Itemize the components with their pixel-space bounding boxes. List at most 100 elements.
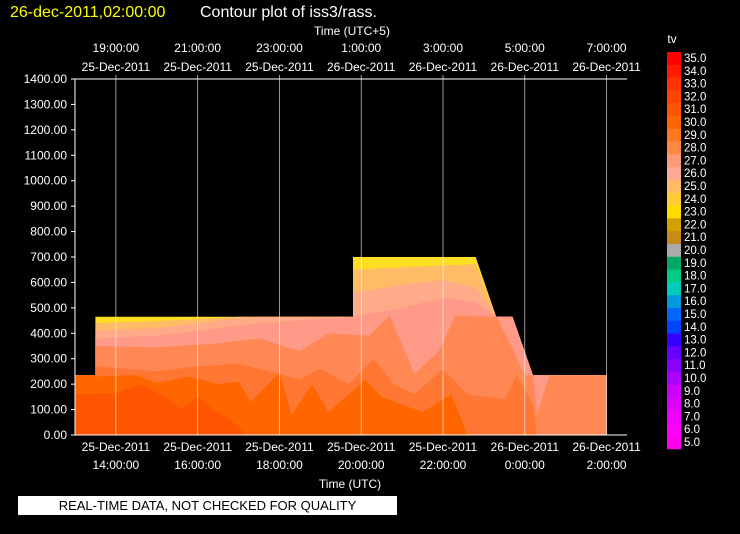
colorbar-level-label: 28.0: [684, 143, 706, 155]
contour-region-31: [75, 384, 247, 435]
colorbar-level-label: 33.0: [684, 79, 706, 91]
top-tick-label-date: 25-Dec-2011: [82, 60, 151, 74]
x-tick-label-time: 18:00:00: [256, 458, 303, 472]
y-tick-label: 800.00: [30, 225, 67, 239]
colorbar-swatch: [667, 333, 681, 347]
colorbar-level-label: 8.0: [684, 399, 700, 411]
top-tick-label-time: 1:00:00: [341, 41, 381, 55]
colorbar-swatch: [667, 116, 681, 130]
colorbar-swatch: [667, 154, 681, 168]
x-tick-label-time: 16:00:00: [174, 458, 221, 472]
colorbar-swatch: [667, 423, 681, 437]
chart-title: Contour plot of iss3/rass.: [200, 4, 377, 21]
colorbar-swatch: [667, 90, 681, 104]
x-tick-label-date: 26-Dec-2011: [491, 440, 560, 454]
colorbar-level-label: 19.0: [684, 258, 706, 270]
top-tick-label-time: 7:00:00: [587, 41, 627, 55]
colorbar-level-label: 31.0: [684, 104, 706, 116]
x-tick-label-time: 20:00:00: [338, 458, 385, 472]
tick-labels: 0.00 100.00 200.00 300.00 400.00 500.00 600.00…: [24, 41, 642, 472]
colorbar-level-label: 27.0: [684, 155, 706, 167]
colorbar-level-label: 35.0: [684, 53, 706, 65]
y-tick-label: 1300.00: [24, 97, 68, 111]
colorbar-level-label: 34.0: [684, 66, 706, 78]
colorbar-swatch: [667, 77, 681, 91]
top-tick-label-date: 26-Dec-2011: [409, 60, 478, 74]
x-axis-label: Time (UTC): [319, 477, 381, 491]
colorbar-level-label: 20.0: [684, 245, 706, 257]
top-tick-label-date: 26-Dec-2011: [491, 60, 560, 74]
y-tick-label: 1400.00: [24, 72, 68, 86]
colorbar-swatch: [667, 372, 681, 386]
colorbar-swatch: [667, 295, 681, 309]
colorbar-level-label: 32.0: [684, 91, 706, 103]
top-tick-label-time: 23:00:00: [256, 41, 303, 55]
y-tick-label: 700.00: [30, 250, 67, 264]
x-tick-label-time: 22:00:00: [420, 458, 467, 472]
x-tick-label-time: 14:00:00: [93, 458, 140, 472]
colorbar-level-label: 5.0: [684, 437, 700, 449]
colorbar-label: tv: [667, 32, 676, 46]
colorbar-swatch: [667, 436, 681, 450]
top-tick-label-time: 21:00:00: [174, 41, 221, 55]
top-tick-label-date: 25-Dec-2011: [245, 60, 314, 74]
x-tick-label-date: 25-Dec-2011: [245, 440, 314, 454]
y-tick-label: 300.00: [30, 352, 67, 366]
colorbar-swatch: [667, 359, 681, 373]
y-tick-label: 1100.00: [25, 148, 68, 162]
colorbar-swatch: [667, 256, 681, 270]
top-tick-label-date: 26-Dec-2011: [327, 60, 396, 74]
y-tick-label: 1200.00: [24, 123, 68, 137]
quality-note: REAL-TIME DATA, NOT CHECKED FOR QUALITY: [18, 496, 397, 515]
colorbar-level-label: 16.0: [684, 296, 706, 308]
x-tick-label-date: 25-Dec-2011: [409, 440, 478, 454]
colorbar-swatch: [667, 244, 681, 258]
x-tick-label-time: 0:00:00: [505, 458, 545, 472]
y-tick-label: 1000.00: [24, 174, 68, 188]
colorbar-level-label: 21.0: [684, 232, 706, 244]
y-tick-label: 0.00: [44, 428, 68, 442]
colorbar-swatch: [667, 308, 681, 322]
colorbar-swatch: [667, 282, 681, 296]
top-tick-label-time: 3:00:00: [423, 41, 463, 55]
title-date: 26-dec-2011,02:00:00: [10, 4, 165, 21]
y-tick-label: 100.00: [30, 403, 67, 417]
colorbar-level-label: 15.0: [684, 309, 706, 321]
colorbar-swatch: [667, 64, 681, 78]
colorbar-swatch: [667, 167, 681, 181]
colorbar-level-label: 30.0: [684, 117, 706, 129]
colorbar-swatch: [667, 269, 681, 283]
colorbar-swatch: [667, 128, 681, 142]
colorbar-swatch: [667, 397, 681, 411]
colorbar-level-label: 26.0: [684, 168, 706, 180]
colorbar-swatch: [667, 141, 681, 155]
colorbar-swatch: [667, 205, 681, 219]
colorbar-level-label: 18.0: [684, 271, 706, 283]
colorbar-level-label: 13.0: [684, 335, 706, 347]
x-tick-label-time: 2:00:00: [587, 458, 627, 472]
colorbar-swatch: [667, 52, 681, 66]
colorbar-swatch: [667, 103, 681, 117]
colorbar-level-label: 29.0: [684, 130, 706, 142]
colorbar-level-label: 7.0: [684, 411, 700, 423]
y-tick-label: 600.00: [30, 275, 67, 289]
colorbar-swatch: [667, 218, 681, 232]
x-tick-label-date: 25-Dec-2011: [163, 440, 232, 454]
colorbar-level-label: 12.0: [684, 347, 706, 359]
y-tick-label: 900.00: [30, 199, 67, 213]
colorbar-level-label: 24.0: [684, 194, 706, 206]
y-tick-label: 400.00: [30, 326, 67, 340]
colorbar-level-label: 14.0: [684, 322, 706, 334]
colorbar-level-label: 11.0: [684, 360, 706, 372]
top-tick-label-time: 19:00:00: [93, 41, 140, 55]
colorbar-swatch: [667, 410, 681, 424]
colorbar-swatch: [667, 320, 681, 334]
y-tick-label: 200.00: [30, 377, 67, 391]
x-tick-label-date: 25-Dec-2011: [82, 440, 151, 454]
top-tick-label-time: 5:00:00: [505, 41, 545, 55]
top-tick-label-date: 26-Dec-2011: [572, 60, 641, 74]
y-tick-label: 500.00: [30, 301, 67, 315]
x-tick-label-date: 25-Dec-2011: [327, 440, 396, 454]
x-tick-label-date: 26-Dec-2011: [572, 440, 641, 454]
